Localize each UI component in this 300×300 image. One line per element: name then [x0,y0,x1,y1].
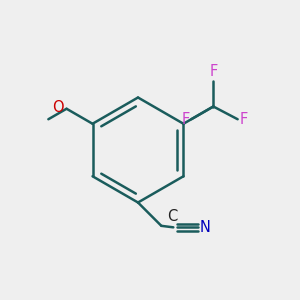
Text: F: F [209,64,218,79]
Text: O: O [52,100,64,115]
Text: F: F [239,112,248,127]
Text: C: C [167,209,177,224]
Text: F: F [182,112,190,127]
Text: N: N [200,220,211,235]
